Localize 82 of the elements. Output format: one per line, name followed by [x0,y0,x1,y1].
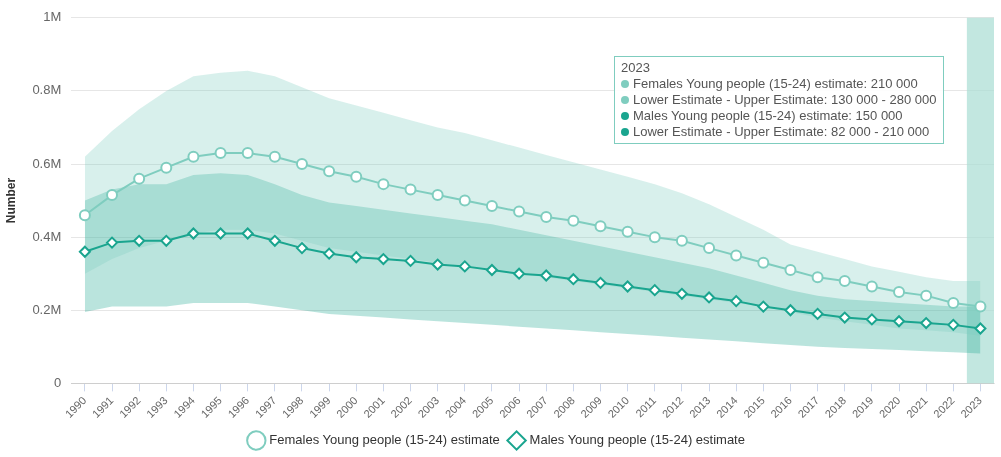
point [431,189,444,202]
point [323,165,336,178]
point [513,267,526,280]
point [540,269,553,282]
point [458,194,471,207]
point [621,280,634,293]
point [974,322,987,335]
point [838,275,851,288]
point [784,264,797,277]
point [784,304,797,317]
legend-label: Males Young people (15-24) estimate [529,432,745,448]
annotation: Males Young people (15-24) estimate: 150 000 [633,108,903,124]
point [268,234,281,247]
point [404,183,417,196]
annotation: Females Young people (15-24) estimate: 210 000 [633,76,918,92]
point [241,227,254,240]
legend-label: Females Young people (15-24) estimate [269,432,500,448]
point [567,273,580,286]
annotation: Lower Estimate - Upper Estimate: 82 000 - 210 000 [633,124,930,140]
point [485,264,498,277]
point [214,147,227,160]
point [703,242,716,255]
point [187,150,200,163]
point [730,249,743,262]
point [458,260,471,273]
point [241,147,254,160]
point [757,256,770,269]
point [675,234,688,247]
point [295,242,308,255]
point [947,318,960,331]
point [757,300,770,313]
point [404,254,417,267]
y-axis-title: Number [3,177,18,224]
point [811,307,824,320]
point [295,158,308,171]
y-tick-label: 0.8M [32,82,62,98]
point [648,231,661,244]
y-tick-label: 0 [54,374,62,390]
point [513,205,526,218]
point [594,276,607,289]
y-tick-label: 1M [43,9,62,25]
y-tick-label: 0.2M [32,301,62,317]
point [540,211,553,224]
point [567,214,580,227]
point [730,295,743,308]
point [974,300,987,313]
point [811,271,824,284]
point [703,291,716,304]
point [621,225,634,238]
point [133,172,146,185]
point [431,258,444,271]
y-tick-label: 0.4M [32,228,62,244]
point [485,200,498,213]
point [594,220,607,233]
point [106,236,119,249]
point [133,234,146,247]
point [893,315,906,328]
point [377,253,390,266]
point [350,251,363,264]
point [187,227,200,240]
point [160,161,173,174]
annotation: Lower Estimate - Upper Estimate: 130 000 - 280 000 [633,92,937,108]
point [106,189,119,202]
point [675,287,688,300]
point [920,289,933,302]
point [920,317,933,330]
point [78,209,91,222]
point [78,245,91,258]
y-tick-label: 0.6M [32,155,62,171]
point [947,296,960,309]
point [268,150,281,163]
annotation: 2023 [621,60,650,76]
point [377,178,390,191]
point [865,280,878,293]
point [323,247,336,260]
point [214,227,227,240]
point [893,285,906,298]
point [648,284,661,297]
point [350,170,363,183]
point [160,234,173,247]
point [865,313,878,326]
point [838,311,851,324]
